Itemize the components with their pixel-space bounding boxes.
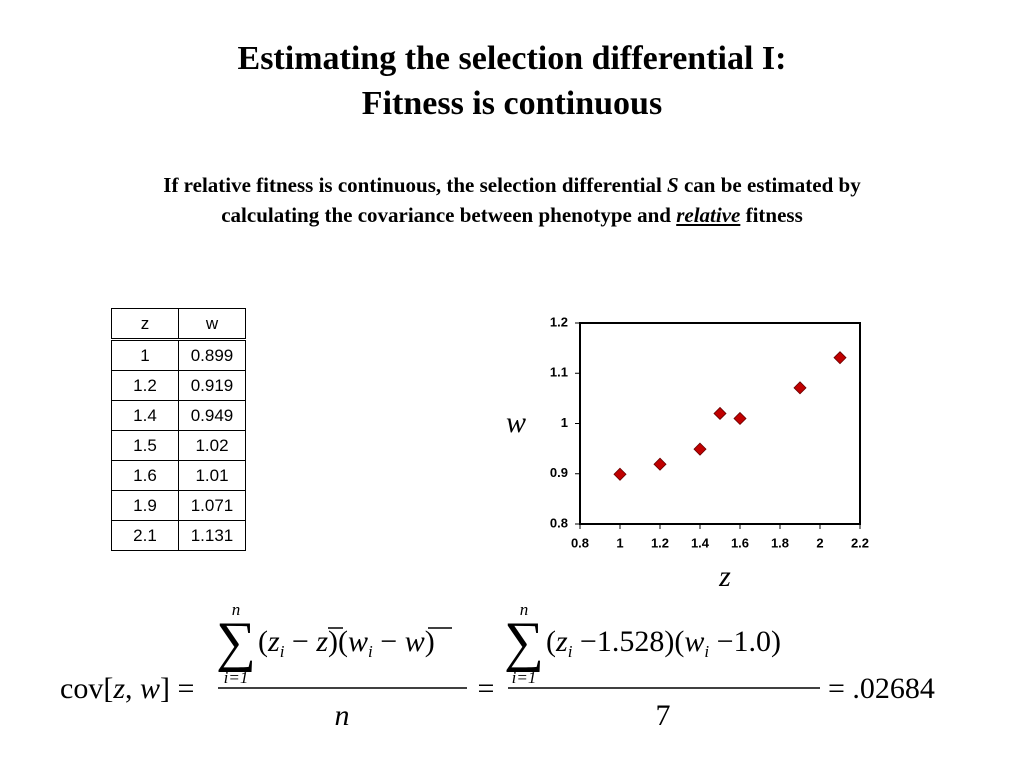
table-cell: 0.899: [178, 339, 246, 371]
formula-part: i: [704, 642, 709, 661]
intro-line: If relative fitness is continuous, the s…: [0, 170, 1024, 200]
formula-part: z: [315, 625, 328, 658]
sum-upper: n: [520, 600, 529, 619]
table-cell: 1.4: [111, 400, 179, 431]
formula-part: −1.0): [709, 625, 781, 658]
x-axis-label: z: [718, 560, 731, 593]
formula: cov[z, w] = ∑ n i=1 (zi − z)(wi − w) n =…: [60, 600, 935, 732]
table-row: 1 0.899: [111, 339, 246, 371]
table-row: 1.5 1.02: [111, 430, 246, 461]
equals: =: [478, 672, 495, 705]
formula-part: )(: [328, 625, 348, 658]
table-row: 1.9 1.071: [111, 490, 246, 521]
table-cell: 1.5: [111, 430, 179, 461]
formula-part: −: [284, 625, 316, 658]
intro-line: calculating the covariance between pheno…: [0, 200, 1024, 230]
x-tick-label: 2.2: [851, 535, 869, 550]
sum-lower: i=1: [512, 668, 537, 687]
chart: 0.8 0.9 1 1.1 1.2 0.8 1 1.2 1.4 1.6 1.8 2 2.2: [550, 314, 869, 550]
text: fitness: [740, 203, 803, 227]
x-tick-label: 1.4: [691, 535, 710, 550]
sum-lower: i=1: [224, 668, 249, 687]
x-tick-label: 1.6: [731, 535, 749, 550]
formula-part: ): [425, 625, 435, 658]
x-tick-label: 1: [616, 535, 623, 550]
table-cell: 0.949: [178, 400, 246, 431]
formula-part: w: [405, 625, 425, 658]
symbol: S: [667, 173, 679, 197]
formula-part: (: [546, 625, 556, 658]
formula-part: w: [348, 625, 368, 658]
y-tick-label: 1.1: [550, 365, 568, 380]
formula-part: w: [684, 625, 704, 658]
table-row: 1.2 0.919: [111, 370, 246, 401]
formula-part: i: [280, 642, 285, 661]
table-row: 2.1 1.131: [111, 520, 246, 551]
point: [693, 442, 707, 456]
formula-part: ,: [125, 672, 140, 705]
table-row: 1.6 1.01: [111, 460, 246, 491]
y-tick-label: 0.9: [550, 465, 568, 480]
result: = .02684: [828, 672, 935, 705]
point: [613, 467, 627, 481]
formula-part: w: [140, 672, 160, 705]
table-cell: 1.02: [178, 430, 246, 461]
table-row: 1.4 0.949: [111, 400, 246, 431]
table-body: 1 0.899 1.2 0.919 1.4 0.949 1.5 1.02 1.6 1.01 1.9 1…: [111, 339, 246, 551]
title-line: Fitness is continuous: [361, 85, 663, 122]
point: [833, 351, 847, 365]
x-tick-label: 2: [816, 535, 823, 550]
point: [733, 411, 747, 426]
sum-symbol: ∑: [504, 611, 544, 673]
formula-part: −: [373, 625, 405, 658]
plot-frame: [579, 322, 861, 525]
formula-part: i: [368, 642, 373, 661]
formula-part: −1.528)(: [572, 625, 684, 658]
title: Estimating the selection differential I:…: [0, 36, 1024, 126]
numerator: (zi −1.528)(wi −1.0): [546, 625, 781, 661]
y-tick-label: 0.8: [550, 515, 568, 530]
y-tick-label: 1.2: [550, 314, 568, 329]
x-tick-label: 1.2: [651, 535, 669, 550]
denominator: n: [335, 699, 350, 732]
text: calculating the covariance between pheno…: [221, 203, 677, 227]
intro: If relative fitness is continuous, the s…: [0, 170, 1024, 230]
table-cell: 1.131: [178, 520, 246, 551]
table-cell: 1.01: [178, 460, 246, 491]
formula-part: z: [555, 625, 568, 658]
emphasis: relative: [676, 203, 741, 227]
point: [713, 406, 727, 421]
point: [793, 381, 807, 395]
y-tick-label: 1: [561, 415, 568, 430]
title-line: Estimating the selection differential I:: [237, 40, 787, 77]
formula-part: cov[: [60, 672, 113, 705]
text: can be estimated by: [678, 173, 861, 197]
formula-part: z: [267, 625, 280, 658]
sum-symbol: ∑: [216, 611, 256, 673]
y-axis-label: w: [506, 406, 526, 439]
point: [653, 457, 667, 471]
formula-lhs: cov[z, w] =: [60, 672, 194, 705]
table-cell: 1.9: [111, 490, 179, 521]
numerator: (zi − z)(wi − w): [258, 625, 435, 661]
formula-part: i: [568, 642, 573, 661]
formula-part: ] =: [160, 672, 194, 705]
x-tick-label: 0.8: [571, 535, 589, 550]
formula-part: z: [112, 672, 125, 705]
formula-part: (: [258, 625, 268, 658]
header-cell: w: [178, 308, 246, 341]
x-tick-label: 1.8: [771, 535, 789, 550]
denominator: 7: [656, 699, 671, 732]
table-cell: 1.6: [111, 460, 179, 491]
table-cell: 1.2: [111, 370, 179, 401]
text: If relative fitness is continuous, the s…: [163, 173, 668, 197]
sum-upper: n: [232, 600, 241, 619]
table-cell: 1: [111, 339, 179, 371]
